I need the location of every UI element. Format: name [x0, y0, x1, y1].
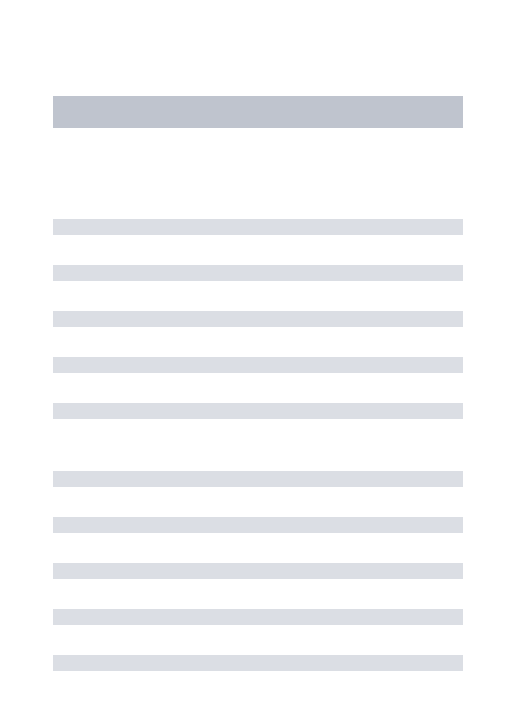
skeleton-line-group2-3 [53, 609, 463, 625]
skeleton-line-group2-2 [53, 563, 463, 579]
skeleton-header-bar [53, 96, 463, 128]
skeleton-line-group2-4 [53, 655, 463, 671]
skeleton-line-group1-0 [53, 219, 463, 235]
skeleton-line-group2-1 [53, 517, 463, 533]
skeleton-line-group1-3 [53, 357, 463, 373]
skeleton-line-group1-1 [53, 265, 463, 281]
skeleton-line-group2-0 [53, 471, 463, 487]
skeleton-line-group1-2 [53, 311, 463, 327]
skeleton-line-group1-4 [53, 403, 463, 419]
